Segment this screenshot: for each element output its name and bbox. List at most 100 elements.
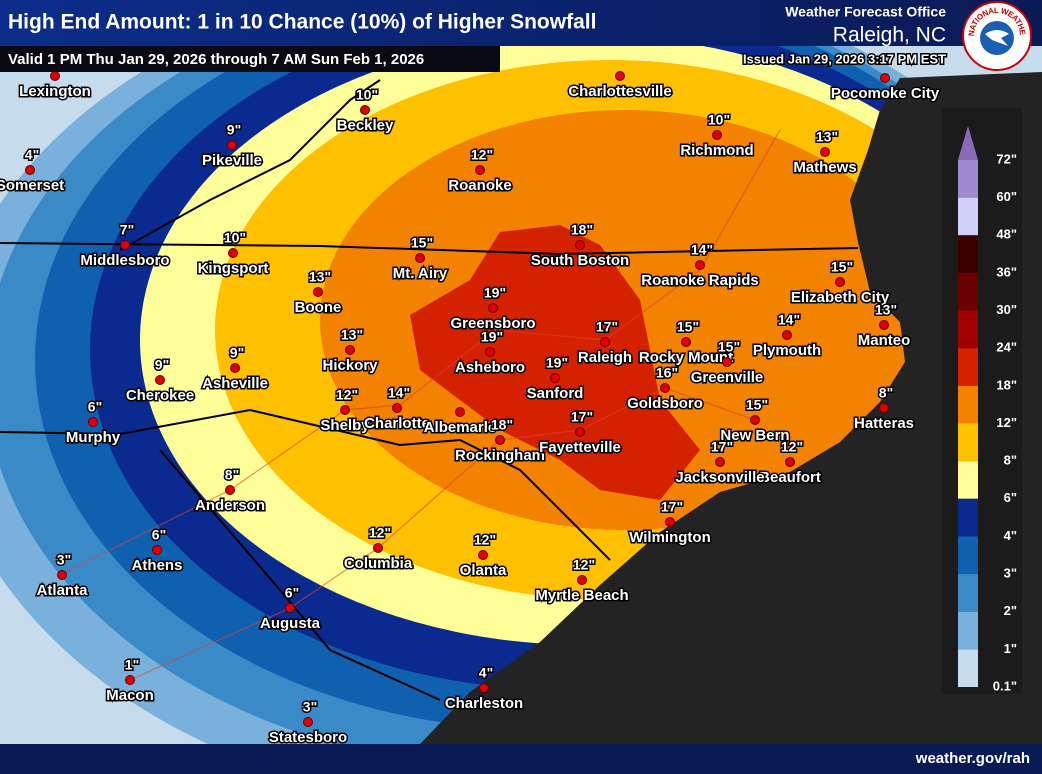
- header-bar: [0, 0, 1042, 46]
- city-name: Asheville: [202, 375, 268, 392]
- legend-label: 8": [1004, 453, 1017, 468]
- city-dot: [485, 347, 495, 357]
- city-name: Beaufort: [759, 469, 821, 486]
- city-dot: [750, 415, 760, 425]
- city-dot: [120, 240, 130, 250]
- valid-period: Valid 1 PM Thu Jan 29, 2026 through 7 AM…: [8, 51, 424, 68]
- snow-amount: 6": [88, 399, 102, 415]
- snow-amount: 10": [708, 112, 730, 128]
- city-dot: [285, 603, 295, 613]
- snow-amount: 13": [875, 302, 897, 318]
- snow-amount: 17": [596, 319, 618, 335]
- city-name: Goldsboro: [627, 395, 703, 412]
- city-name: Manteo: [858, 332, 911, 349]
- city-name: Murphy: [66, 429, 121, 446]
- snow-band: [410, 225, 700, 500]
- city-name: Mathews: [793, 159, 856, 176]
- city-dot: [681, 337, 691, 347]
- footer-url: weather.gov/rah: [915, 750, 1030, 767]
- city-dot: [475, 165, 485, 175]
- city-dot: [125, 675, 135, 685]
- snow-amount: 4": [479, 665, 493, 681]
- city-dot: [835, 277, 845, 287]
- city-name: Hatteras: [854, 415, 914, 432]
- city-name: New Bern: [720, 427, 789, 444]
- city-dot: [665, 517, 675, 527]
- snow-amount: 12": [369, 525, 391, 541]
- snow-amount: 4": [25, 147, 39, 163]
- city-name: Mt. Airy: [393, 265, 448, 282]
- snow-amount: 15": [677, 319, 699, 335]
- snow-amount: 8": [879, 385, 893, 401]
- legend-swatch: [958, 574, 978, 612]
- city-dot: [782, 330, 792, 340]
- snow-amount: 15": [411, 235, 433, 251]
- city-dot: [155, 375, 165, 385]
- snow-amount: 13": [309, 269, 331, 285]
- legend-swatch: [958, 611, 978, 650]
- city-dot: [230, 363, 240, 373]
- snow-amount: 7": [120, 222, 134, 238]
- legend-swatch: [958, 649, 978, 687]
- city-name: Asheboro: [455, 359, 525, 376]
- legend-label: 12": [996, 415, 1017, 430]
- city-name: Somerset: [0, 177, 64, 194]
- city-dot: [879, 320, 889, 330]
- cities: Lexington Somerset 4" Middlesboro 7" Pikevill…: [0, 71, 941, 747]
- legend-arrow: [958, 126, 978, 160]
- snow-amount: 13": [341, 327, 363, 343]
- city-dot: [25, 165, 35, 175]
- city-name: Jacksonville: [675, 469, 764, 486]
- city-dot: [340, 405, 350, 415]
- city-name: Wilmington: [629, 529, 711, 546]
- city-dot: [313, 287, 323, 297]
- city-dot: [57, 570, 67, 580]
- city-name: Greenville: [691, 369, 764, 386]
- city-dot: [600, 337, 610, 347]
- city-dot: [479, 683, 489, 693]
- city-name: Fayetteville: [539, 439, 621, 456]
- city-name: Raleigh: [578, 349, 632, 366]
- city-dot: [152, 545, 162, 555]
- snow-amount: 17": [571, 409, 593, 425]
- city-name: Boone: [295, 299, 342, 316]
- city-dot: [879, 403, 889, 413]
- city-name: Charleston: [445, 695, 523, 712]
- snow-amount: 19": [484, 285, 506, 301]
- city-dot: [712, 130, 722, 140]
- city-dot: [575, 427, 585, 437]
- city-name: Lexington: [19, 83, 91, 100]
- city-name: Plymouth: [753, 342, 821, 359]
- city-dot: [227, 140, 237, 150]
- snow-amount: 18": [571, 222, 593, 238]
- city-dot: [695, 260, 705, 270]
- city-dot: [722, 357, 732, 367]
- valid-bar: [0, 46, 500, 72]
- legend-swatch: [958, 536, 978, 575]
- city-dot: [495, 435, 505, 445]
- snow-amount: 14": [388, 385, 410, 401]
- city-dot: [478, 550, 488, 560]
- city-name: Pikeville: [202, 152, 262, 169]
- snow-amount: 15": [718, 339, 740, 355]
- city-dot: [880, 73, 890, 83]
- snow-amount: 9": [155, 357, 169, 373]
- city-dot: [785, 457, 795, 467]
- legend-label: 18": [996, 377, 1017, 392]
- snow-amount: 16": [656, 365, 678, 381]
- city-dot: [50, 71, 60, 81]
- city-dot: [345, 345, 355, 355]
- city-name: Charlottesville: [568, 83, 671, 100]
- state-borders: [0, 79, 859, 701]
- footer-bar: [0, 744, 1042, 774]
- city-name: Anderson: [195, 497, 265, 514]
- city-name: Rocky Mount: [639, 349, 733, 366]
- city-name: Richmond: [680, 142, 753, 159]
- city-name: Columbia: [344, 555, 413, 572]
- city-name: Macon: [106, 687, 154, 704]
- city-dot: [715, 457, 725, 467]
- snow-amount: 1": [125, 657, 139, 673]
- city-name: Pocomoke City: [831, 85, 940, 102]
- legend-label: 2": [1004, 603, 1017, 618]
- snow-amount: 12": [781, 439, 803, 455]
